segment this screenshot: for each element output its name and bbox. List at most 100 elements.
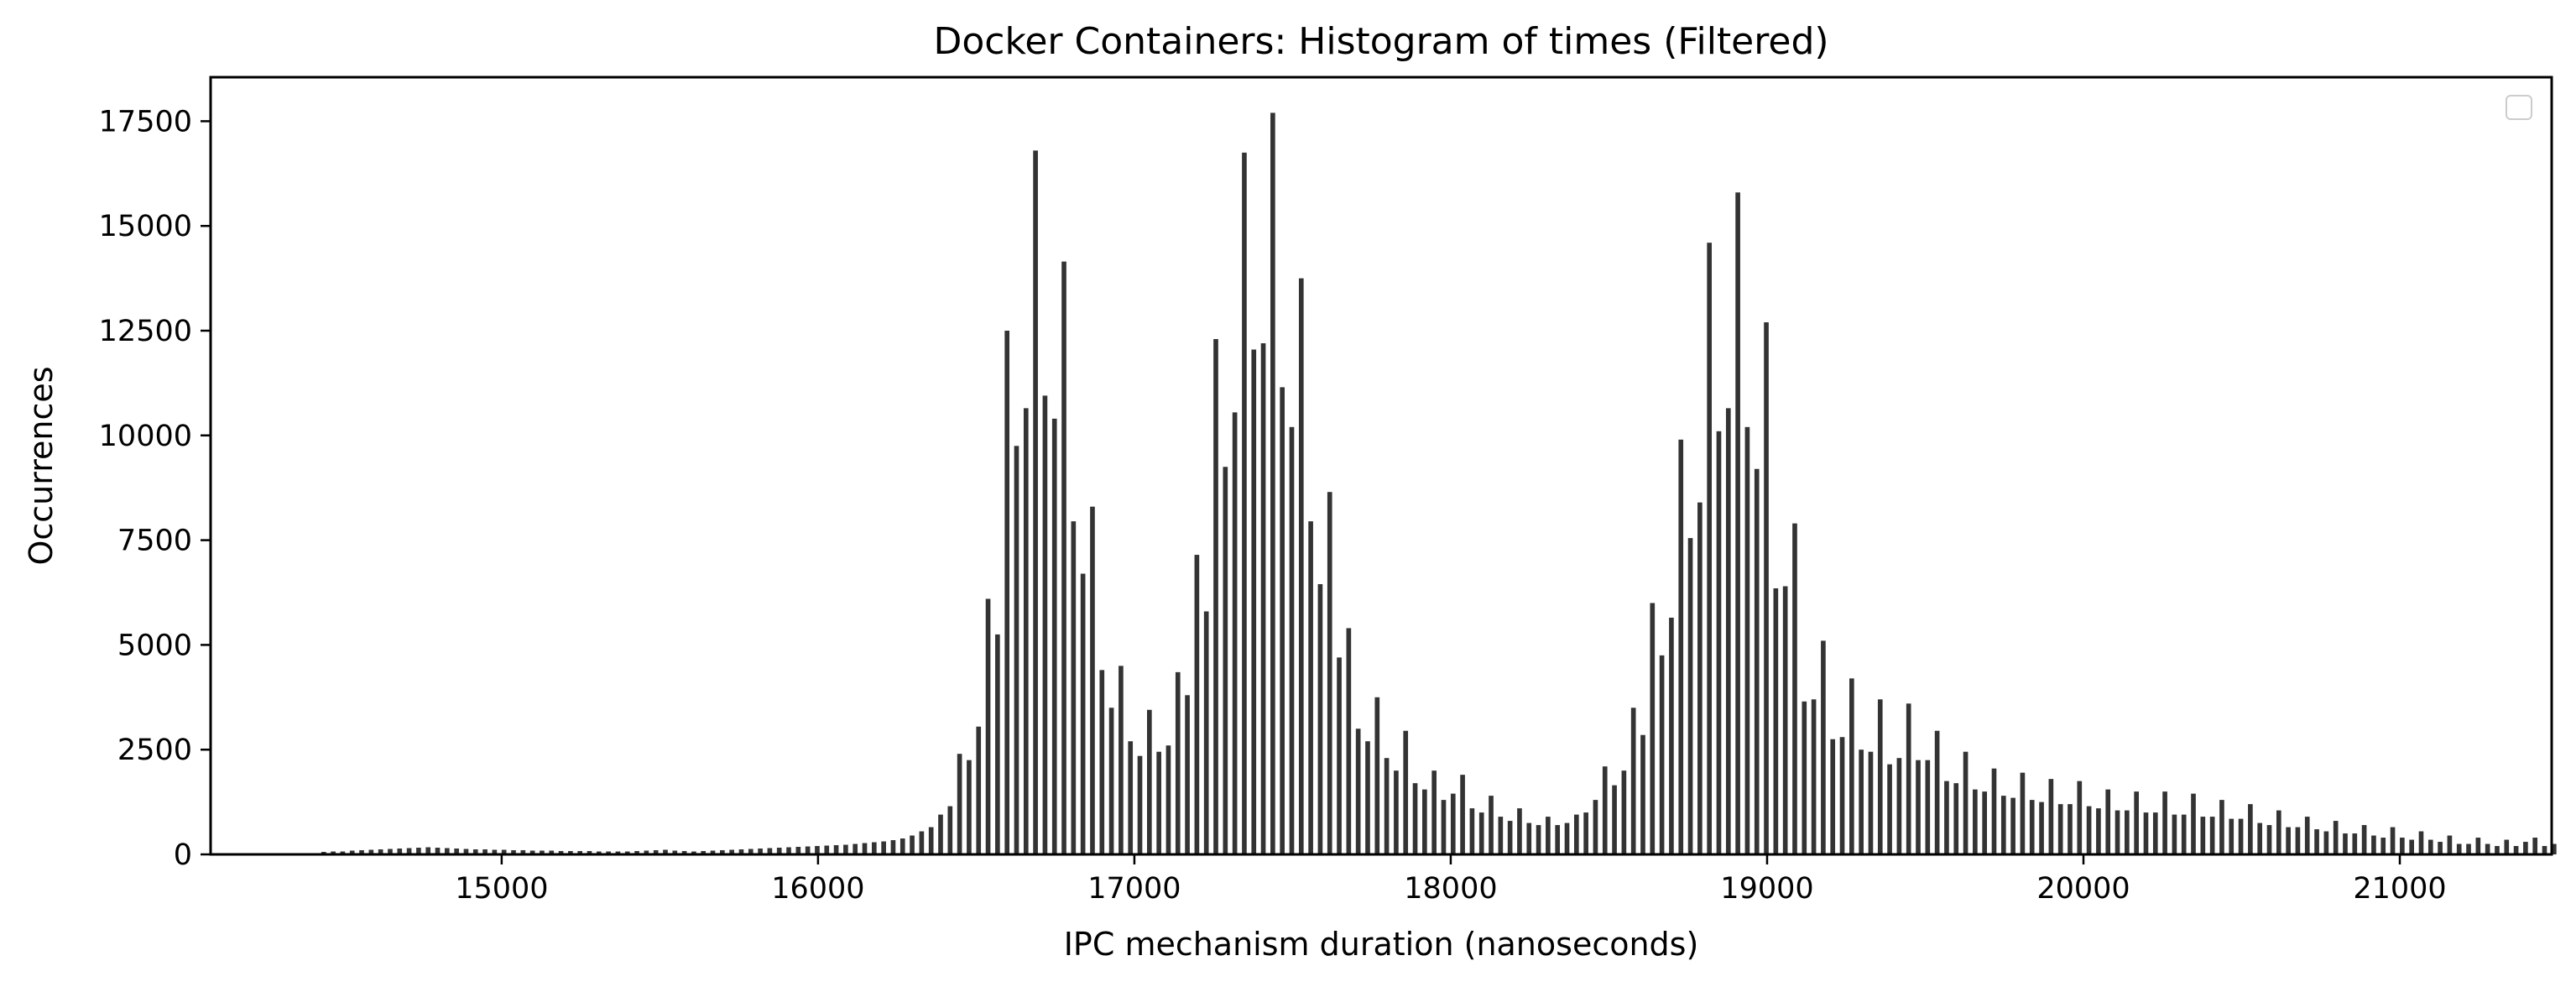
histogram-bar-220 bbox=[2409, 839, 2414, 854]
histogram-bar-109 bbox=[1355, 728, 1361, 854]
histogram-bar-198 bbox=[2200, 817, 2206, 854]
histogram-bar-72 bbox=[1004, 331, 1009, 854]
histogram-bar-9 bbox=[406, 848, 412, 854]
histogram-bar-77 bbox=[1051, 418, 1057, 855]
histogram-bar-116 bbox=[1422, 789, 1427, 854]
histogram-bar-34 bbox=[644, 850, 649, 854]
histogram-bar-3 bbox=[349, 850, 355, 854]
histogram-bar-2 bbox=[340, 851, 346, 854]
histogram-bar-136 bbox=[1612, 785, 1617, 854]
histogram-bar-59 bbox=[881, 841, 886, 854]
histogram-bar-46 bbox=[758, 849, 763, 854]
histogram-bar-146 bbox=[1707, 243, 1712, 854]
histogram-bar-14 bbox=[454, 849, 459, 854]
histogram-bar-234 bbox=[2542, 846, 2547, 854]
histogram-bar-224 bbox=[2447, 835, 2453, 854]
histogram-bar-158 bbox=[1821, 640, 1826, 854]
y-tick-label: 5000 bbox=[117, 629, 192, 662]
histogram-bar-199 bbox=[2209, 817, 2215, 854]
histogram-bar-169 bbox=[1925, 760, 1931, 854]
histogram-bar-44 bbox=[738, 849, 744, 854]
histogram-bar-196 bbox=[2181, 814, 2187, 854]
histogram-bar-50 bbox=[795, 847, 801, 854]
histogram-bar-40 bbox=[701, 851, 707, 854]
histogram-bar-222 bbox=[2427, 839, 2433, 854]
histogram-bar-125 bbox=[1507, 821, 1513, 854]
histogram-bar-150 bbox=[1744, 426, 1750, 854]
histogram-bar-37 bbox=[672, 850, 678, 854]
histogram-bar-230 bbox=[2504, 839, 2510, 854]
histogram-bar-177 bbox=[2000, 796, 2006, 854]
histogram-bar-184 bbox=[2068, 804, 2073, 854]
histogram-bar-200 bbox=[2219, 800, 2224, 854]
y-tick-label: 17500 bbox=[99, 105, 192, 138]
histogram-bar-39 bbox=[691, 851, 696, 854]
histogram-bar-172 bbox=[1953, 783, 1959, 854]
histogram-bar-114 bbox=[1403, 730, 1409, 854]
histogram-bar-101 bbox=[1280, 387, 1285, 854]
y-tick-label: 12500 bbox=[99, 315, 192, 348]
histogram-bar-104 bbox=[1308, 521, 1313, 854]
histogram-bar-226 bbox=[2466, 843, 2471, 854]
histogram-bar-26 bbox=[568, 851, 573, 854]
histogram-bar-170 bbox=[1934, 730, 1940, 854]
histogram-bar-120 bbox=[1460, 775, 1465, 854]
histogram-bar-28 bbox=[587, 851, 592, 854]
x-tick-label: 15000 bbox=[455, 872, 548, 906]
histogram-bar-218 bbox=[2390, 827, 2396, 854]
histogram-bar-47 bbox=[767, 848, 773, 854]
histogram-bar-208 bbox=[2295, 827, 2301, 854]
histogram-bar-123 bbox=[1489, 796, 1494, 854]
histogram-bar-13 bbox=[445, 848, 450, 854]
histogram-bar-32 bbox=[624, 851, 630, 854]
histogram-bar-118 bbox=[1441, 800, 1447, 854]
histogram-bar-56 bbox=[853, 843, 858, 854]
histogram-bar-74 bbox=[1023, 408, 1029, 854]
x-axis-label: IPC mechanism duration (nanoseconds) bbox=[1064, 926, 1699, 963]
histogram-bar-124 bbox=[1498, 817, 1504, 854]
histogram-bar-90 bbox=[1175, 671, 1181, 854]
histogram-bar-10 bbox=[416, 848, 421, 854]
histogram-bar-58 bbox=[871, 842, 877, 854]
histogram-bar-24 bbox=[549, 850, 555, 854]
histogram-bar-191 bbox=[2134, 791, 2139, 854]
bars-group bbox=[321, 112, 2557, 855]
histogram-bar-122 bbox=[1478, 812, 1484, 854]
histogram-bar-139 bbox=[1640, 734, 1645, 854]
histogram-bar-45 bbox=[748, 849, 754, 854]
histogram-bar-67 bbox=[957, 754, 962, 854]
histogram-bar-152 bbox=[1764, 322, 1769, 854]
histogram-bar-98 bbox=[1251, 349, 1257, 855]
histogram-bar-197 bbox=[2191, 793, 2196, 854]
histogram-bar-159 bbox=[1830, 739, 1836, 854]
histogram-bar-103 bbox=[1298, 278, 1304, 854]
histogram-bar-55 bbox=[843, 844, 848, 854]
histogram-bar-211 bbox=[2323, 831, 2329, 854]
histogram-bar-166 bbox=[1896, 758, 1902, 854]
histogram-bar-68 bbox=[967, 760, 972, 854]
histogram-bar-6 bbox=[378, 849, 383, 854]
histogram-bar-61 bbox=[900, 838, 905, 854]
y-tick-label: 10000 bbox=[99, 420, 192, 453]
histogram-bar-83 bbox=[1108, 708, 1114, 854]
histogram-bar-141 bbox=[1659, 655, 1665, 854]
histogram-bar-153 bbox=[1773, 588, 1779, 854]
histogram-bar-160 bbox=[1839, 737, 1845, 854]
histogram-bar-5 bbox=[368, 849, 374, 854]
histogram-bar-113 bbox=[1394, 770, 1399, 854]
histogram-bar-130 bbox=[1555, 825, 1561, 854]
histogram-bar-38 bbox=[681, 851, 687, 854]
histogram-bar-42 bbox=[720, 850, 725, 854]
histogram-bar-108 bbox=[1346, 628, 1352, 854]
histogram-bar-62 bbox=[910, 835, 915, 854]
histogram-bar-186 bbox=[2086, 806, 2092, 854]
histogram-bar-76 bbox=[1042, 395, 1048, 854]
histogram-bar-175 bbox=[1982, 791, 1988, 854]
histogram-bar-73 bbox=[1014, 446, 1019, 854]
histogram-bar-11 bbox=[425, 847, 431, 854]
histogram-bar-112 bbox=[1384, 758, 1390, 854]
histogram-bar-107 bbox=[1337, 657, 1342, 854]
histogram-bar-213 bbox=[2343, 833, 2348, 854]
y-tick-label: 0 bbox=[174, 838, 192, 872]
histogram-bar-64 bbox=[928, 827, 934, 854]
